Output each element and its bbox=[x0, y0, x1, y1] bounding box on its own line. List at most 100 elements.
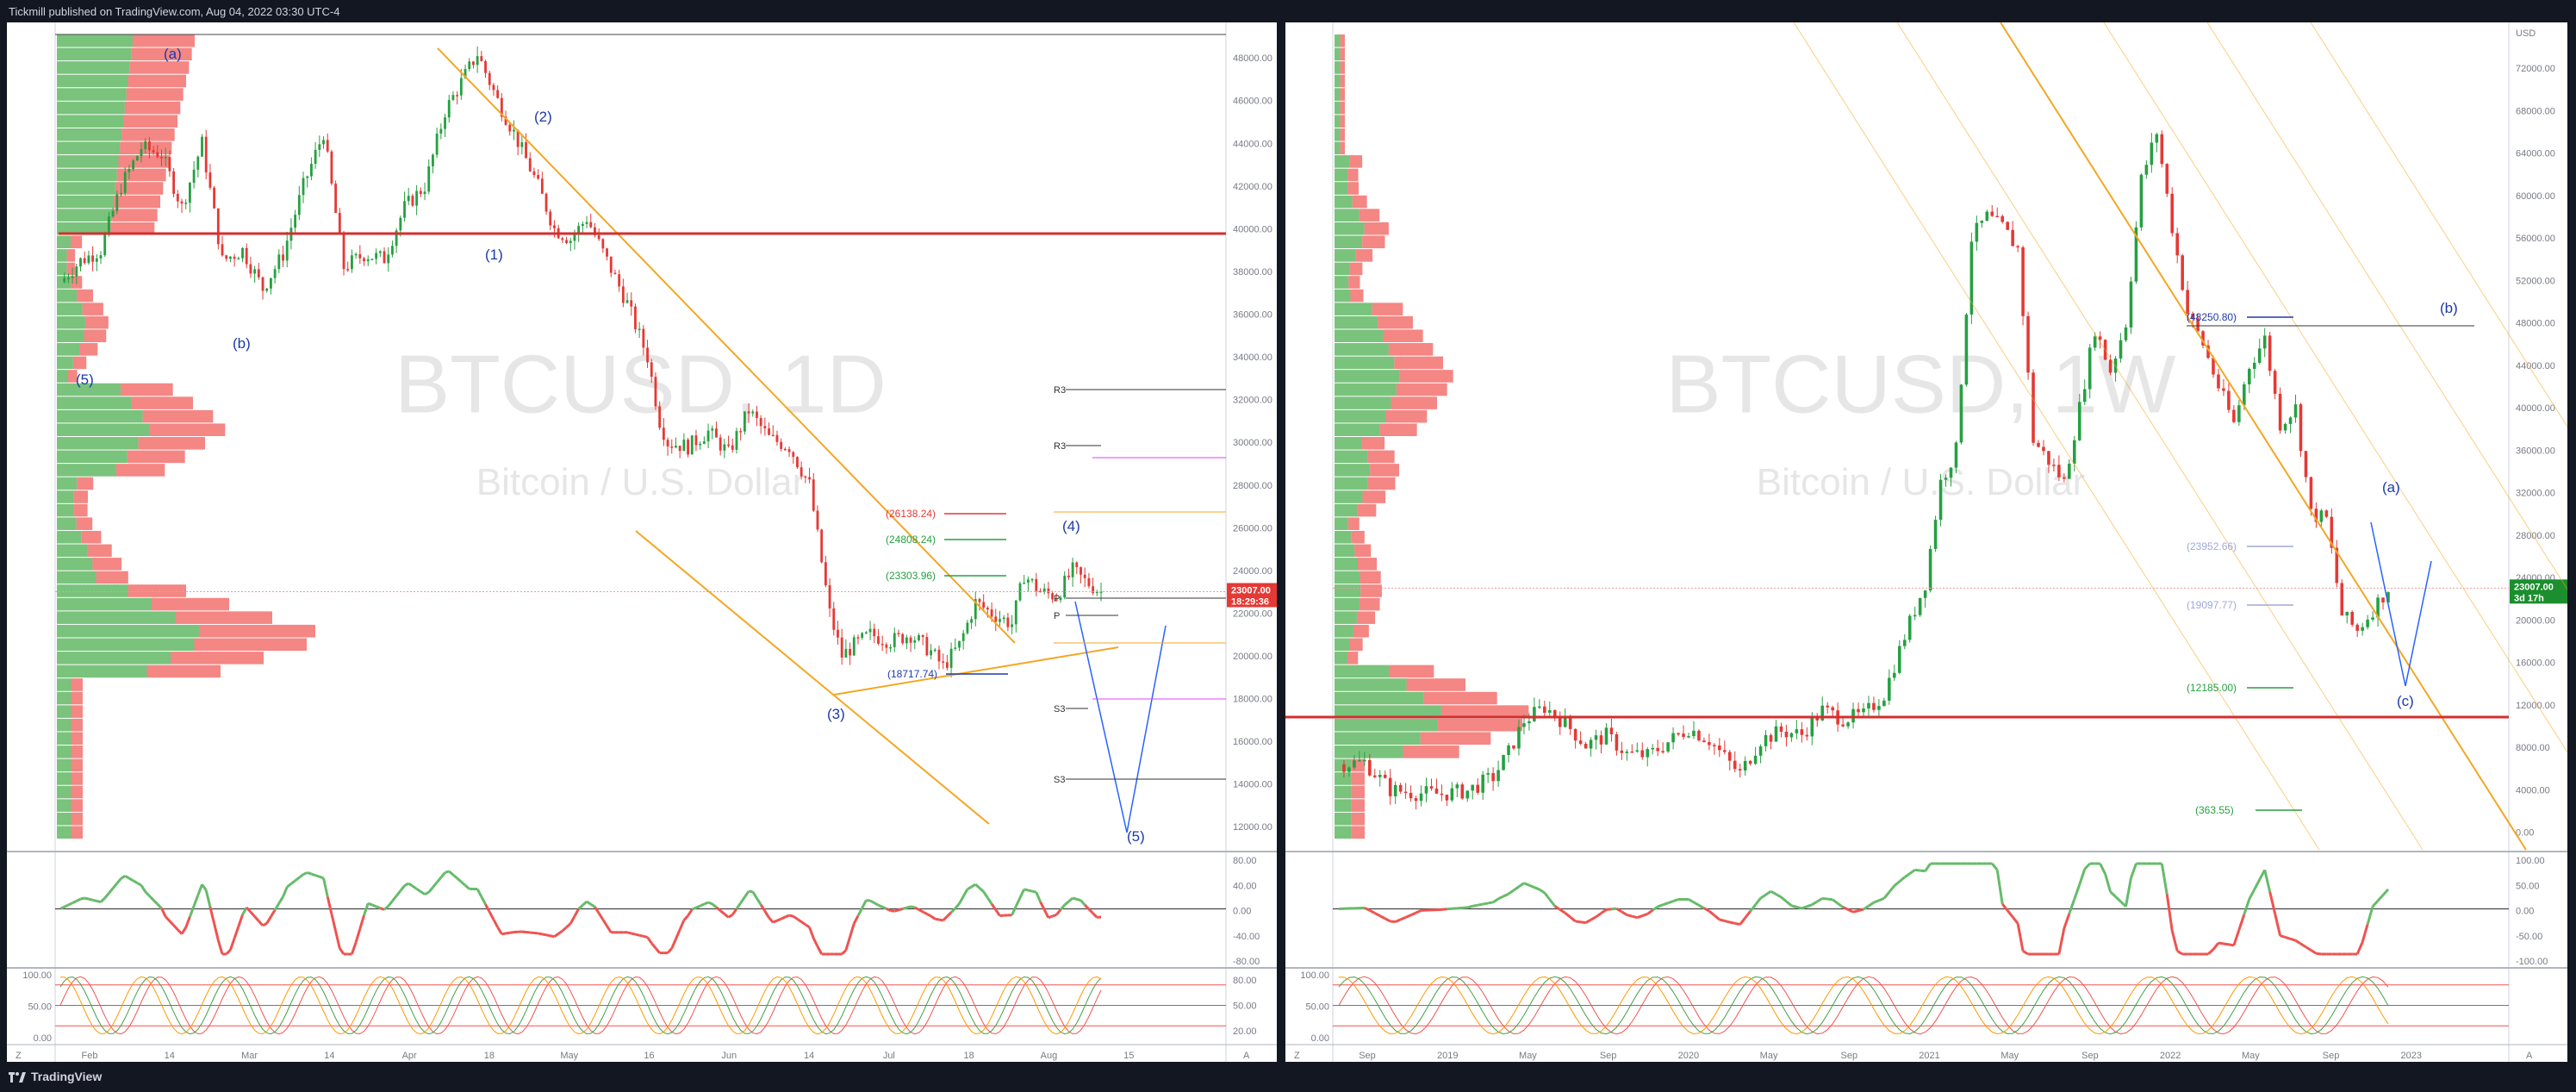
y-tick-label: 42000.00 bbox=[1233, 182, 1272, 192]
wave-label: (b) bbox=[233, 335, 251, 352]
candle-body bbox=[528, 158, 532, 172]
candle-body bbox=[2068, 463, 2071, 479]
rsi-segment bbox=[776, 917, 782, 922]
candle-body bbox=[840, 637, 843, 658]
y-tick-label: 16000.00 bbox=[1233, 737, 1272, 747]
rsi-segment bbox=[2253, 878, 2262, 890]
candle-body bbox=[1533, 707, 1536, 721]
candle-body bbox=[282, 254, 284, 261]
y-tick-label: 26000.00 bbox=[1233, 523, 1272, 534]
candle-body bbox=[2283, 423, 2287, 431]
candle-body bbox=[909, 637, 912, 643]
rsi-segment bbox=[464, 884, 470, 890]
candle-body bbox=[2016, 246, 2019, 248]
vp-bar-sell bbox=[66, 262, 76, 276]
candle-body bbox=[1718, 745, 1721, 751]
rsi-segment bbox=[1754, 897, 1762, 906]
vp-bar-buy bbox=[57, 652, 171, 665]
vp-bar-sell bbox=[123, 115, 177, 128]
rsi-segment bbox=[307, 871, 312, 876]
vp-bar-buy bbox=[57, 597, 152, 611]
rsi-segment bbox=[456, 877, 463, 883]
rsi-segment bbox=[1611, 907, 1617, 911]
watermark-symbol: BTCUSD, 1D bbox=[395, 338, 887, 430]
candle-body bbox=[189, 183, 191, 203]
vp-bar-sell bbox=[1347, 168, 1359, 182]
rsi-segment bbox=[383, 905, 389, 911]
candle-body bbox=[245, 247, 248, 265]
vp-bar-sell bbox=[1351, 812, 1365, 826]
candle-body bbox=[351, 255, 353, 270]
candle-body bbox=[1831, 707, 1834, 711]
vp-bar-buy bbox=[57, 47, 132, 61]
x-tick-label: May bbox=[2242, 1051, 2260, 1061]
candle-body bbox=[1723, 750, 1727, 752]
rsi-tick-label: -50.00 bbox=[2516, 932, 2542, 942]
candle-body bbox=[581, 223, 584, 227]
candle-body bbox=[342, 233, 345, 270]
candle-body bbox=[383, 251, 386, 264]
rsi-segment bbox=[1995, 870, 2004, 905]
vp-bar-sell bbox=[1360, 571, 1381, 584]
candle-body bbox=[472, 61, 475, 66]
vp-bar-buy bbox=[57, 638, 195, 652]
vp-bar-sell bbox=[1347, 517, 1360, 530]
candle-body bbox=[1434, 788, 1439, 794]
rsi-segment bbox=[213, 923, 220, 941]
x-tick-label: 2019 bbox=[1437, 1051, 1458, 1061]
candle-body bbox=[565, 240, 568, 244]
rsi-segment bbox=[1364, 907, 1371, 912]
rsi-segment bbox=[2011, 915, 2019, 925]
rsi-segment bbox=[1048, 914, 1054, 920]
rsi-segment bbox=[958, 895, 965, 905]
right-chart-panel[interactable]: BTCUSD, 1W Bitcoin / U.S. Dollar 72000.00 6… bbox=[1285, 22, 2567, 1062]
candle-body bbox=[330, 151, 333, 184]
rsi-segment bbox=[2125, 877, 2132, 907]
rsi-segment bbox=[172, 924, 179, 931]
rsi-segment bbox=[237, 914, 244, 927]
rsi-segment bbox=[635, 933, 640, 937]
publish-header: Tickmill published on TradingView.com, A… bbox=[0, 0, 2576, 22]
rsi-segment bbox=[294, 876, 301, 882]
candle-body bbox=[213, 187, 216, 209]
rsi-segment bbox=[954, 902, 961, 909]
candle-body bbox=[1419, 793, 1423, 802]
channel-line bbox=[2310, 22, 2567, 427]
rsi-segment bbox=[808, 927, 815, 939]
vp-bar-sell bbox=[1353, 624, 1369, 638]
rsi-segment bbox=[387, 900, 394, 908]
vp-bar-sell bbox=[1383, 329, 1423, 343]
candle-body bbox=[427, 165, 431, 192]
candle-body bbox=[459, 78, 463, 96]
candle-body bbox=[1682, 733, 1685, 737]
vp-bar-buy bbox=[1335, 437, 1362, 450]
rsi-segment bbox=[1441, 908, 1447, 911]
vp-bar-sell bbox=[127, 450, 185, 464]
candle-body bbox=[2268, 335, 2272, 371]
candle-body bbox=[1353, 760, 1356, 768]
rsi-segment bbox=[1513, 885, 1520, 892]
vp-bar-buy bbox=[1335, 209, 1360, 222]
candle-body bbox=[585, 222, 588, 224]
candle-body bbox=[500, 97, 503, 117]
rsi-segment bbox=[914, 906, 920, 911]
rsi-segment bbox=[1059, 903, 1066, 911]
currency-label: USD bbox=[2516, 28, 2536, 39]
left-chart-panel[interactable]: BTCUSD, 1D Bitcoin / U.S. Dollar 48000.00 4… bbox=[7, 22, 1277, 1062]
tradingview-logo[interactable]: TradingView bbox=[9, 1070, 102, 1083]
left-chart-svg[interactable]: BTCUSD, 1D Bitcoin / U.S. Dollar 48000.00 4… bbox=[7, 22, 1277, 1062]
vp-bar-buy bbox=[1335, 503, 1358, 517]
rsi-segment bbox=[273, 902, 281, 911]
vp-bar-sell bbox=[71, 785, 83, 799]
y-tick-label: 44000.00 bbox=[2516, 361, 2555, 371]
vp-bar-sell bbox=[71, 826, 83, 839]
vp-bar-buy bbox=[57, 195, 114, 209]
tradingview-logo-icon bbox=[9, 1072, 26, 1083]
vp-bar-sell bbox=[1356, 611, 1376, 624]
right-chart-svg[interactable]: BTCUSD, 1W Bitcoin / U.S. Dollar 72000.00 6… bbox=[1285, 22, 2567, 1062]
vp-bar-sell bbox=[1354, 544, 1372, 558]
vp-bar-sell bbox=[131, 47, 192, 61]
vp-bar-buy bbox=[57, 503, 74, 517]
rsi-segment bbox=[2073, 883, 2081, 900]
vp-bar-sell bbox=[121, 383, 173, 396]
